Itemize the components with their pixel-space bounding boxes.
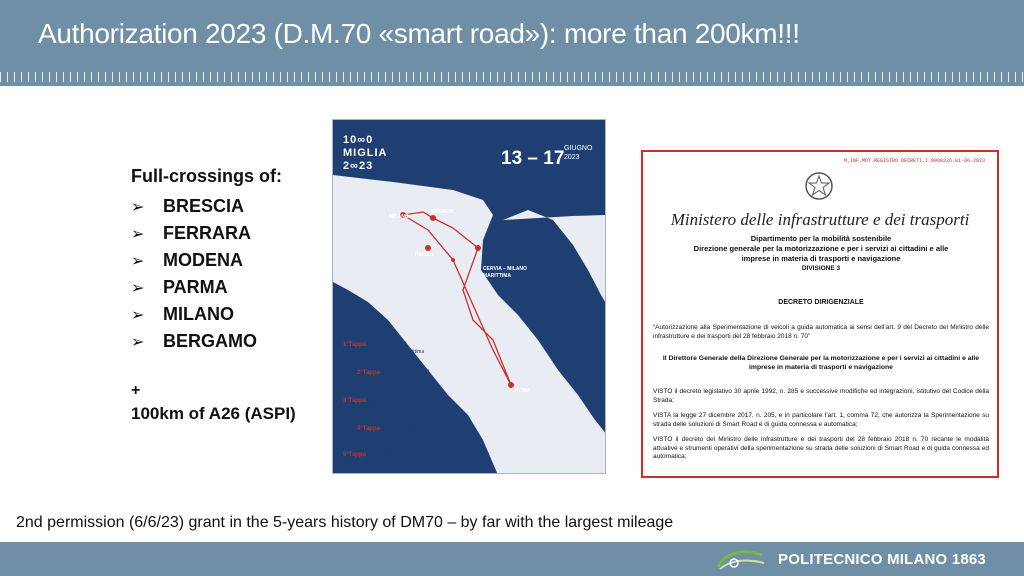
- city-name: BERGAMO: [163, 331, 257, 351]
- decree-visto-2: VISTA la legge 27 dicembre 2017, n. 205,…: [653, 412, 989, 428]
- footer-band: [0, 542, 1024, 576]
- decree-visto-1: VISTO il decreto legislativo 30 aprile 1…: [653, 388, 989, 404]
- decree-director: Il Direttore Generale della Direzione Ge…: [662, 355, 980, 371]
- move-logo-icon: [716, 550, 765, 570]
- map-label-brescia: BRESCIA: [431, 209, 454, 215]
- mille-miglia-poster: 10∞0 MIGLIA 2∞23 13 – 17 GIUGNO 2023 MIL…: [332, 119, 606, 474]
- directorate-line1: Direzione generale per la motorizzazione…: [693, 244, 949, 253]
- crossings-title: Full-crossings of:: [131, 166, 283, 186]
- map-label-cervia: CERVIA – MILANO MARITTIMA: [483, 266, 527, 279]
- map-label-milano: MILANO: [389, 214, 409, 220]
- city-list: ➢ BRESCIA ➢ FERRARA ➢ MODENA ➢ PARMA ➢ MILANO…: [131, 193, 331, 355]
- extra-highway-text: 100km of A26 (ASPI): [131, 404, 296, 423]
- city-name: MILANO: [163, 304, 234, 324]
- decree-subject: “Autorizzazione alla Sperimentazione di …: [653, 324, 989, 340]
- list-item: ➢ MODENA: [131, 247, 331, 274]
- map-label-roma: ROMA: [515, 388, 531, 394]
- list-item: ➢ BRESCIA: [131, 193, 331, 220]
- arrow-bullet-icon: ➢: [131, 198, 145, 216]
- arrow-bullet-icon: ➢: [131, 279, 145, 297]
- stage-5: 5°Tappa / SABATO 17 Milano → Brescia: [343, 452, 405, 465]
- list-item: ➢ MILANO: [131, 301, 331, 328]
- stage-1: 1°Tappa / MARTEDÌ 13 Brescia → Cervia – …: [343, 342, 425, 355]
- stage-4: 4°Tappa / VENERDÌ 16 Parma → Milano: [357, 426, 420, 439]
- italy-map-icon: [333, 175, 605, 473]
- list-item: ➢ FERRARA: [131, 220, 331, 247]
- arrow-bullet-icon: ➢: [131, 225, 145, 243]
- decree-type: DECRETO DIRIGENZIALE: [778, 299, 864, 306]
- decree-document: M_INF.MOT.REGISTRO DECRETI.I.0000226.01-…: [641, 150, 999, 478]
- arrow-bullet-icon: ➢: [131, 252, 145, 270]
- poster-month: GIUGNO 2023: [564, 145, 593, 161]
- stage-3: 3°Tappa / GIOVEDÌ 15 Roma → Parma: [343, 398, 405, 411]
- decree-visto-3: VISTO il decreto del Ministro delle infr…: [653, 436, 989, 460]
- italian-emblem-icon: [805, 172, 833, 200]
- directorate-line2: imprese in materia di trasporti e naviga…: [741, 254, 901, 263]
- arrow-bullet-icon: ➢: [131, 333, 145, 351]
- plus-sign: +: [131, 382, 141, 399]
- arrow-bullet-icon: ➢: [131, 306, 145, 324]
- stage-2: 2°Tappa / MERCOLEDÌ 14 Cervia – Milano M…: [357, 370, 435, 383]
- decree-registry-code: M_INF.MOT.REGISTRO DECRETI.I.0000226.01-…: [843, 158, 985, 164]
- city-name: FERRARA: [163, 223, 251, 243]
- poster-dates: 13 – 17: [501, 148, 565, 169]
- slide-caption: 2nd permission (6/6/23) grant in the 5-y…: [16, 514, 674, 531]
- city-name: BRESCIA: [163, 196, 245, 216]
- header-tick-decoration: [0, 72, 1024, 82]
- mille-miglia-logo: 10∞0 MIGLIA 2∞23: [343, 134, 388, 172]
- list-item: ➢ PARMA: [131, 274, 331, 301]
- department-name: Dipartimento per la mobilità sostenibile: [750, 234, 892, 243]
- city-name: MODENA: [163, 250, 243, 270]
- header-band: Authorization 2023 (D.M.70 «smart road»)…: [0, 0, 1024, 86]
- slide-title: Authorization 2023 (D.M.70 «smart road»)…: [38, 18, 800, 49]
- division-name: DIVISIONE 3: [801, 265, 841, 272]
- ministry-name: Ministero delle infrastrutture e dei tra…: [670, 210, 970, 229]
- list-item: ➢ BERGAMO: [131, 328, 331, 355]
- city-name: PARMA: [163, 277, 228, 297]
- map-label-parma: PARMA: [415, 252, 433, 258]
- crossings-block: Full-crossings of: ➢ BRESCIA ➢ FERRARA ➢ MO…: [131, 166, 331, 355]
- footer-brand: POLITECNICO MILANO 1863: [778, 551, 986, 568]
